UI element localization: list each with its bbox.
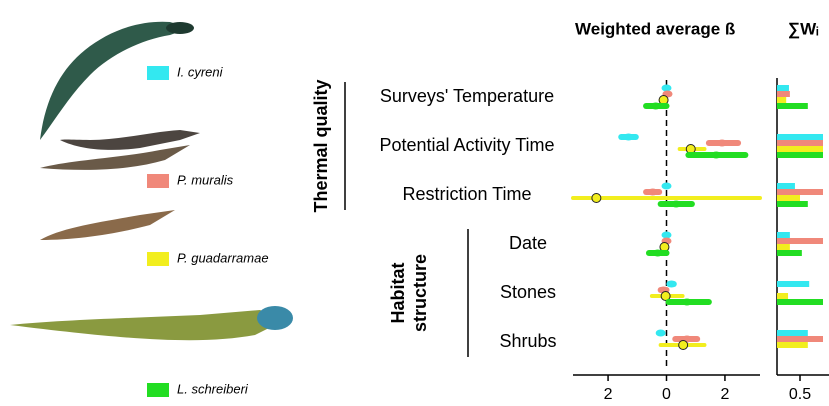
estimate-point bbox=[591, 193, 602, 203]
category-label: Potential Activity Time bbox=[379, 135, 554, 155]
weight-bar bbox=[777, 336, 823, 342]
weight-bar bbox=[777, 281, 810, 287]
legend-swatch bbox=[147, 174, 169, 188]
group-label: Habitat structure bbox=[388, 254, 430, 332]
estimate-point bbox=[647, 188, 658, 196]
weight-bar bbox=[777, 232, 790, 238]
estimate-point bbox=[678, 340, 689, 350]
estimate-point bbox=[655, 329, 666, 337]
weight-bar bbox=[777, 146, 823, 152]
weight-bar bbox=[777, 299, 823, 305]
weight-bar bbox=[777, 330, 808, 336]
estimate-point bbox=[661, 182, 672, 190]
estimate-point bbox=[623, 133, 634, 141]
estimate-point bbox=[661, 231, 672, 239]
weight-bar bbox=[777, 238, 823, 244]
estimate-point bbox=[650, 102, 661, 110]
weight-bar bbox=[777, 103, 808, 109]
x-tick-label: 2 bbox=[604, 386, 613, 403]
legend-label: L. schreiberi bbox=[177, 381, 249, 396]
estimate-point bbox=[671, 200, 682, 208]
weight-bar bbox=[777, 91, 790, 97]
legend-label: P. muralis bbox=[177, 172, 234, 187]
weight-bar bbox=[777, 244, 790, 250]
legend-swatch bbox=[147, 383, 169, 397]
weight-bar bbox=[777, 183, 795, 189]
weight-bar bbox=[777, 189, 823, 195]
legend-label: I. cyreni bbox=[177, 64, 224, 79]
category-label: Shrubs bbox=[499, 331, 556, 351]
chart-title: ∑Wᵢ bbox=[788, 19, 819, 38]
legend-label: P. guadarramae bbox=[177, 250, 269, 265]
estimate-point bbox=[681, 298, 692, 306]
lizard-illustrations bbox=[10, 21, 293, 341]
estimate-point bbox=[652, 249, 663, 257]
estimate-point bbox=[666, 280, 677, 288]
weight-bar bbox=[777, 342, 808, 348]
category-label: Stones bbox=[500, 282, 556, 302]
weight-bar bbox=[777, 97, 787, 103]
chart-title: Weighted average ß bbox=[575, 19, 735, 38]
weight-bar bbox=[777, 152, 823, 158]
estimate-point bbox=[661, 84, 672, 92]
group-label: Thermal quality bbox=[311, 79, 331, 212]
weight-bar bbox=[777, 134, 823, 140]
weight-bar bbox=[777, 195, 800, 201]
category-label: Date bbox=[509, 233, 547, 253]
estimate-point bbox=[711, 151, 722, 159]
category-label: Surveys' Temperature bbox=[380, 86, 554, 106]
legend-swatch bbox=[147, 66, 169, 80]
group-label-line: Habitat bbox=[388, 262, 408, 323]
category-label: Restriction Time bbox=[402, 184, 531, 204]
weight-bar bbox=[777, 140, 823, 146]
estimate-point bbox=[660, 291, 671, 301]
legend-swatch bbox=[147, 252, 169, 266]
weight-bar bbox=[777, 250, 802, 256]
x-tick-label: 0 bbox=[662, 386, 671, 403]
estimate-point bbox=[717, 139, 728, 147]
x-tick-label: 0.5 bbox=[789, 386, 811, 403]
weight-bar bbox=[777, 201, 808, 207]
weight-bar bbox=[777, 293, 789, 299]
group-label-line: structure bbox=[410, 254, 430, 332]
x-tick-label: 2 bbox=[720, 386, 729, 403]
weight-bar bbox=[777, 85, 789, 91]
